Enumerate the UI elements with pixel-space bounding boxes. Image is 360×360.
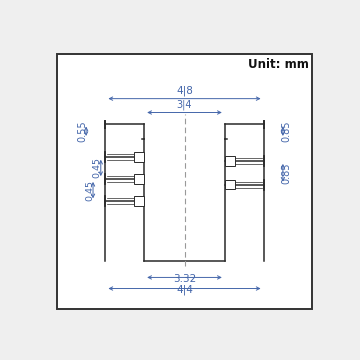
Text: 0.45: 0.45 — [85, 180, 94, 201]
Bar — [134, 152, 144, 162]
Text: 4|4: 4|4 — [176, 285, 193, 296]
Text: Unit: mm: Unit: mm — [248, 58, 309, 71]
Text: 0.45: 0.45 — [93, 157, 102, 179]
Bar — [134, 174, 144, 184]
Text: 0.85: 0.85 — [282, 162, 292, 184]
Text: 4|8: 4|8 — [176, 85, 193, 96]
Bar — [134, 196, 144, 206]
Bar — [225, 156, 235, 166]
Text: 3|4: 3|4 — [177, 99, 192, 110]
Text: 0.55: 0.55 — [77, 120, 87, 142]
Text: 0.85: 0.85 — [282, 121, 292, 142]
Text: 3.32: 3.32 — [173, 274, 196, 284]
Bar — [225, 180, 235, 189]
